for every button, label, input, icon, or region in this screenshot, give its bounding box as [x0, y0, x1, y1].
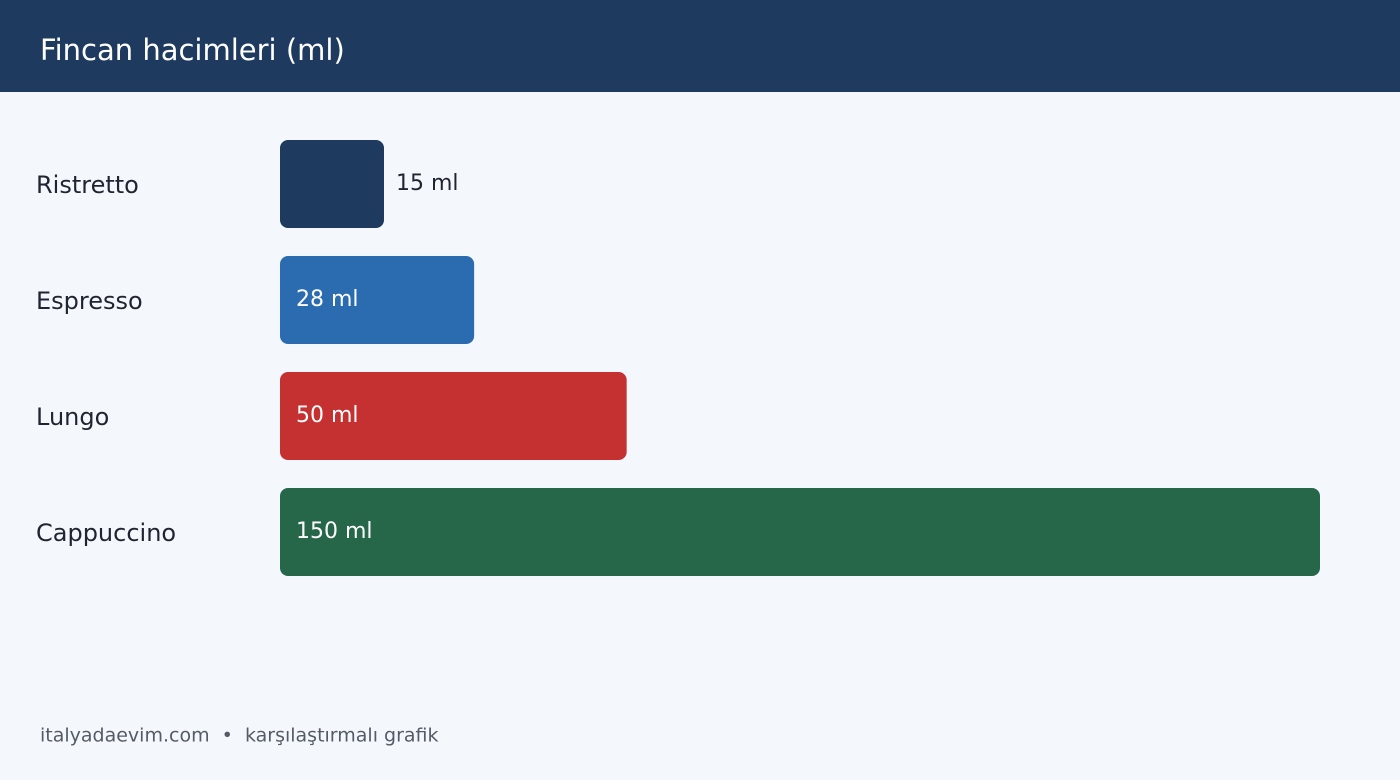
footer: italyadaevim.com • karşılaştırmalı grafi… — [40, 725, 439, 747]
category-label: Ristretto — [36, 171, 139, 199]
bar — [280, 140, 384, 228]
value-label: 15 ml — [396, 171, 459, 196]
bar — [280, 256, 475, 344]
header — [0, 0, 1400, 92]
category-label: Cappuccino — [36, 519, 176, 547]
bar — [280, 372, 627, 460]
category-label: Lungo — [36, 403, 109, 431]
value-label: 50 ml — [296, 403, 359, 428]
value-label: 150 ml — [296, 519, 373, 544]
chart-title: Fincan hacimleri (ml) — [40, 33, 345, 67]
bar — [280, 488, 1320, 576]
value-label: 28 ml — [296, 287, 359, 312]
category-label: Espresso — [36, 287, 143, 315]
